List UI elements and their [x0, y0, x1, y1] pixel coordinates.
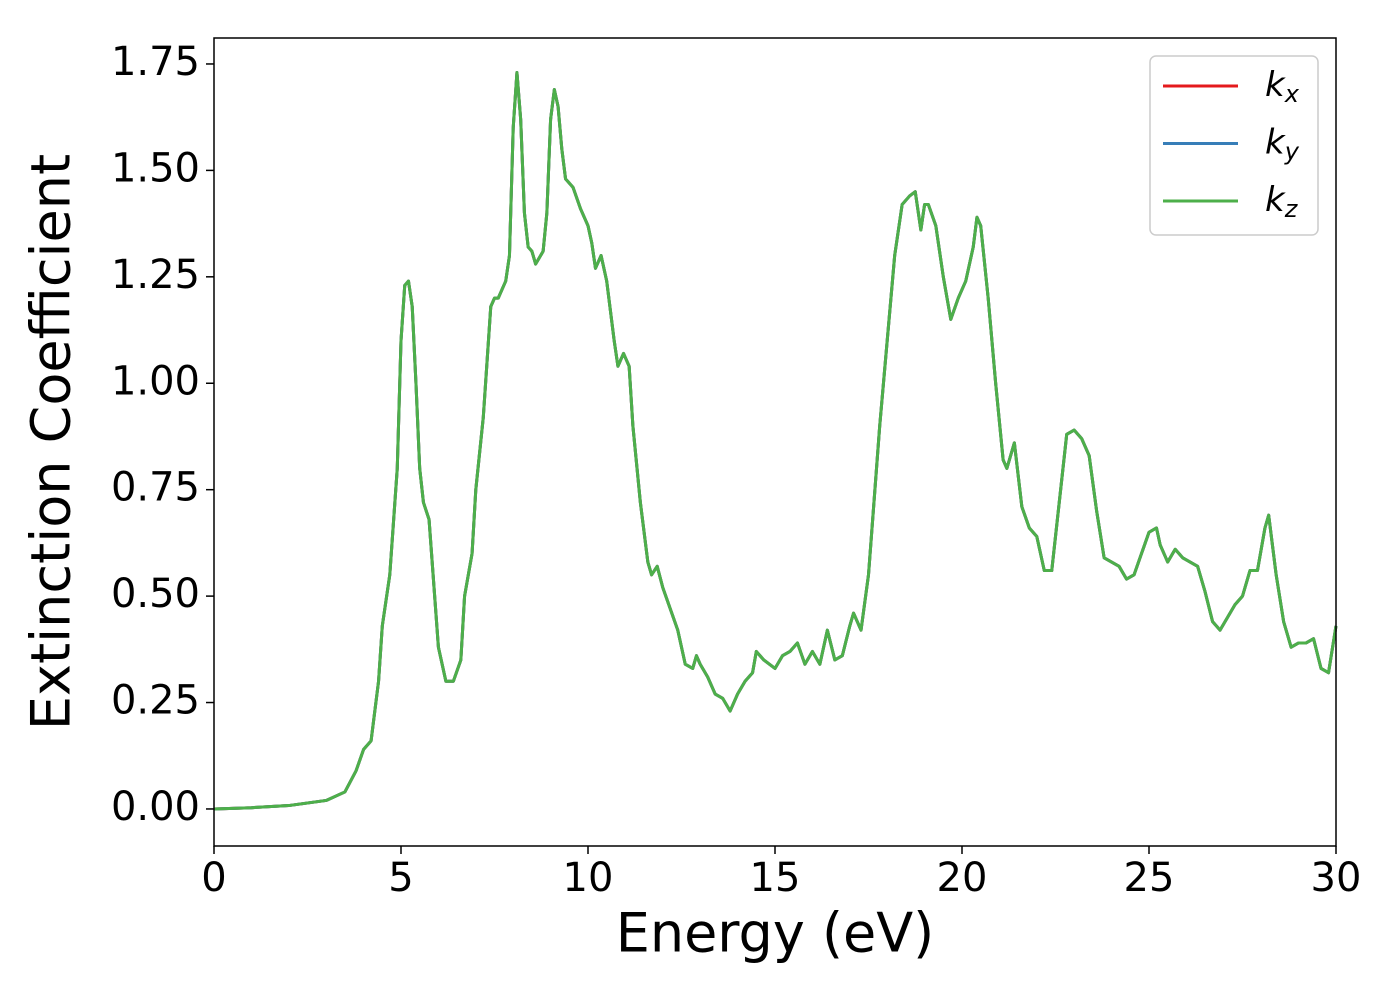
- legend-label: kx: [1265, 65, 1300, 109]
- plot-frame: [213, 37, 1337, 847]
- y-tick-label: 0.00: [111, 784, 200, 830]
- legend-box: [1149, 55, 1319, 236]
- y-axis-label: Extinction Coefficient: [20, 154, 83, 730]
- x-tick-label: 30: [1311, 855, 1362, 901]
- y-tick-label: 1.50: [111, 145, 200, 191]
- y-tick-label: 1.00: [111, 358, 200, 404]
- y-tick-label: 1.25: [111, 252, 200, 298]
- data-line: [213, 70, 1338, 811]
- x-tick-label: 10: [563, 855, 614, 901]
- x-axis-label: Energy (eV): [616, 902, 935, 965]
- x-tick-label: 20: [937, 855, 988, 901]
- x-tick-label: 0: [201, 855, 226, 901]
- x-tick-label: 25: [1124, 855, 1175, 901]
- y-tick-label: 0.25: [111, 678, 200, 724]
- y-tick-label: 0.50: [111, 571, 200, 617]
- y-tick-label: 0.75: [111, 465, 200, 511]
- legend-label: kz: [1265, 180, 1299, 224]
- x-tick-label: 5: [388, 855, 413, 901]
- x-tick-label: 15: [750, 855, 801, 901]
- y-tick-label: 1.75: [111, 39, 200, 85]
- legend-label: ky: [1265, 122, 1300, 166]
